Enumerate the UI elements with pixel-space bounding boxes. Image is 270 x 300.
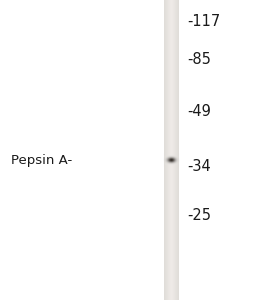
Text: -117: -117 (188, 14, 221, 29)
Text: -25: -25 (188, 208, 212, 224)
Text: -85: -85 (188, 52, 211, 68)
Text: -34: -34 (188, 159, 211, 174)
Text: Pepsin A-: Pepsin A- (11, 154, 72, 167)
Text: -49: -49 (188, 103, 211, 118)
